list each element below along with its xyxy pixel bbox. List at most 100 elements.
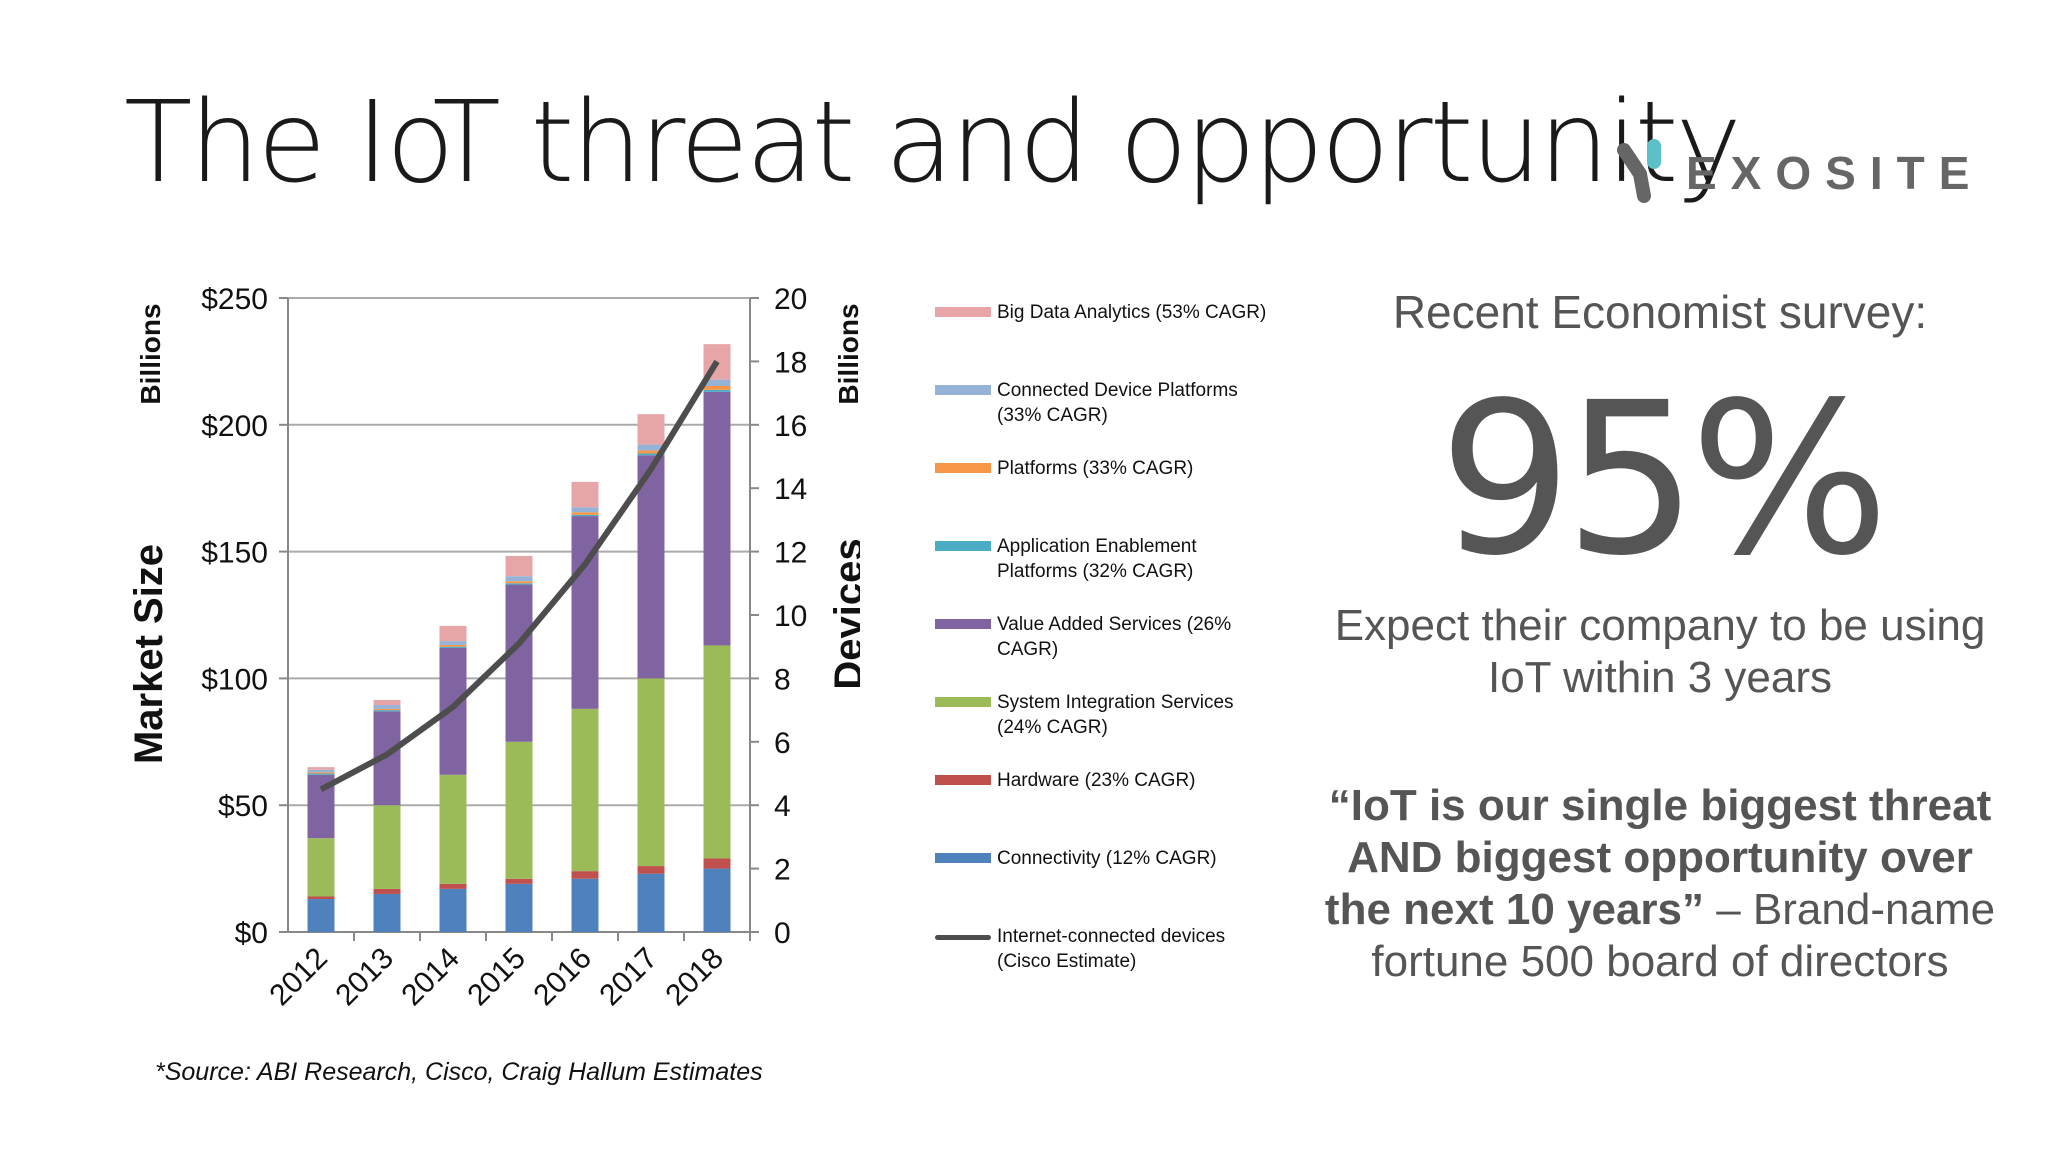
legend-label: Connectivity (12% CAGR)	[997, 848, 1217, 869]
bar-segment	[439, 888, 467, 932]
bar-segment	[571, 878, 599, 932]
bar-segment	[505, 583, 533, 585]
bar-segment	[505, 576, 533, 582]
exosite-logo: EXOSITE	[1610, 136, 1980, 216]
legend-item: Big Data Analytics (53% CAGR)	[935, 300, 1275, 325]
legend-label: Internet-connected devices (Cisco Estima…	[997, 926, 1226, 972]
right-tick-label: 16	[774, 410, 807, 443]
right-tick-label: 6	[774, 727, 791, 760]
bar-segment	[505, 883, 533, 932]
bar-segment	[637, 444, 665, 451]
x-tick-label: 2012	[263, 942, 334, 1013]
legend-swatch	[935, 619, 991, 629]
bar-segment	[439, 774, 467, 884]
legend-item: Connected Device Platforms (33% CAGR)	[935, 378, 1275, 428]
bar-segment	[703, 645, 731, 859]
right-tick-label: 18	[774, 346, 807, 379]
left-tick-label: $0	[235, 917, 268, 950]
legend-label: Platforms (33% CAGR)	[997, 458, 1194, 479]
right-axis-unit: Billions	[833, 303, 860, 404]
bar-segment	[703, 858, 731, 869]
bar-segment	[439, 646, 467, 648]
legend-label: Value Added Services (26% CAGR)	[997, 614, 1232, 660]
legend-swatch	[935, 853, 991, 863]
legend-label: Hardware (23% CAGR)	[997, 770, 1196, 791]
bar-segment	[637, 873, 665, 932]
legend-item: System Integration Services (24% CAGR)	[935, 690, 1275, 740]
bar-segment	[373, 893, 401, 932]
right-tick-label: 10	[774, 600, 807, 633]
bar-segment	[571, 871, 599, 879]
bar-segment	[637, 414, 665, 445]
bar-segment	[373, 708, 401, 711]
left-tick-label: $100	[201, 663, 268, 696]
right-axis-title: Devices	[827, 538, 860, 689]
legend-item: Platforms (33% CAGR)	[935, 456, 1275, 481]
source-note: *Source: ABI Research, Cisco, Craig Hall…	[155, 1058, 763, 1086]
bar-segment	[703, 391, 731, 646]
left-tick-label: $50	[218, 790, 268, 823]
legend-label: Big Data Analytics (53% CAGR)	[997, 302, 1267, 323]
legend-label: System Integration Services (24% CAGR)	[997, 692, 1234, 738]
big-stat: 95%	[1438, 357, 1890, 602]
bar-segment	[637, 450, 665, 454]
bar-segment	[571, 481, 599, 508]
left-tick-label: $200	[201, 410, 268, 443]
bar-segment	[439, 625, 467, 642]
bar-segment	[307, 772, 335, 774]
bar-segment	[703, 389, 731, 392]
bar-segment	[307, 773, 335, 775]
right-tick-label: 2	[774, 854, 791, 887]
legend-label: Application Enablement Platforms (32% CA…	[997, 536, 1197, 582]
survey-heading: Recent Economist survey:	[1392, 286, 1928, 338]
x-tick-label: 2013	[329, 942, 400, 1013]
page-title: The IoT threat and opportunity	[124, 78, 1742, 208]
right-tick-label: 0	[774, 917, 791, 950]
bar-segment	[505, 584, 533, 742]
bar-segment	[307, 769, 335, 773]
bar-segment	[637, 866, 665, 874]
legend-swatch	[935, 775, 991, 785]
bar-segment	[373, 705, 401, 709]
devices-line	[319, 359, 720, 793]
bar-segment	[703, 385, 731, 390]
bar-segment	[307, 767, 335, 770]
legend-item: Value Added Services (26% CAGR)	[935, 612, 1275, 662]
legend-swatch	[935, 463, 991, 473]
legend-item: Connectivity (12% CAGR)	[935, 846, 1275, 871]
bar-segment	[571, 512, 599, 515]
bar-segment	[703, 379, 731, 386]
exosite-logo-icon	[1617, 139, 1661, 203]
bar-segment	[637, 455, 665, 679]
logo-wordmark: EXOSITE	[1686, 147, 1984, 199]
bar-segment	[571, 516, 599, 709]
left-tick-label: $150	[201, 537, 268, 570]
bar-segment	[439, 644, 467, 647]
bar-segment	[505, 555, 533, 577]
market-size-chart: $0 $50 $100 $150 $200 $250 0 2 4 6 8 10 12 14 16 18 20 20…	[127, 283, 860, 1013]
legend-swatch	[935, 541, 991, 551]
bar-segment	[505, 878, 533, 884]
bar-segment	[637, 678, 665, 867]
x-tick-label: 2016	[527, 942, 598, 1013]
bar-segment	[571, 514, 599, 517]
bar-segment	[505, 581, 533, 584]
legend-swatch	[935, 385, 991, 395]
legend-swatch	[935, 935, 991, 940]
right-tick-label: 8	[774, 663, 791, 696]
bar-segment	[307, 838, 335, 897]
bar-segment	[307, 899, 335, 932]
bar-segment	[571, 708, 599, 872]
legend-label: Connected Device Platforms (33% CAGR)	[997, 380, 1238, 426]
bar-segment	[373, 699, 401, 706]
x-tick-label: 2018	[659, 942, 730, 1013]
legend-swatch	[935, 697, 991, 707]
bar-segment	[373, 888, 401, 894]
x-tick-label: 2017	[593, 942, 664, 1013]
stat-caption: Expect their company to be using IoT wit…	[1334, 601, 1986, 702]
bar-segment	[571, 507, 599, 513]
legend-swatch	[935, 307, 991, 317]
left-axis-unit: Billions	[135, 303, 166, 404]
x-tick-label: 2014	[395, 942, 466, 1013]
legend-item: Hardware (23% CAGR)	[935, 768, 1275, 793]
